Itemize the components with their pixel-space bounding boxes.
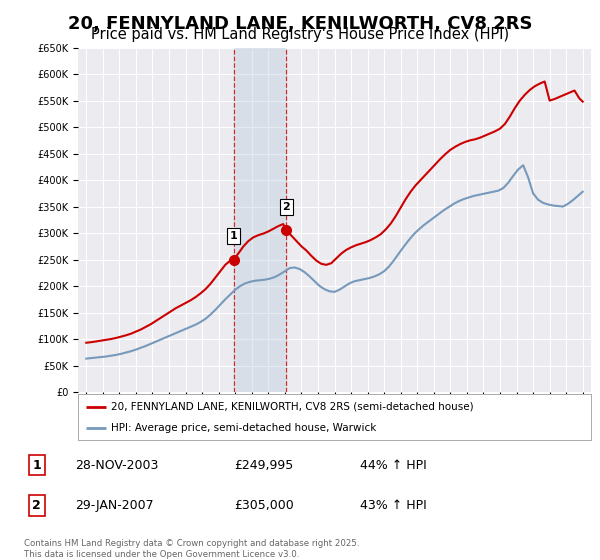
Text: 1: 1	[230, 231, 238, 241]
Text: 44% ↑ HPI: 44% ↑ HPI	[360, 459, 427, 472]
Text: 2: 2	[32, 499, 41, 512]
Text: 28-NOV-2003: 28-NOV-2003	[75, 459, 158, 472]
Text: £249,995: £249,995	[235, 459, 294, 472]
Text: 29-JAN-2007: 29-JAN-2007	[75, 499, 154, 512]
Text: 20, FENNYLAND LANE, KENILWORTH, CV8 2RS (semi-detached house): 20, FENNYLAND LANE, KENILWORTH, CV8 2RS …	[112, 402, 474, 412]
Text: Contains HM Land Registry data © Crown copyright and database right 2025.
This d: Contains HM Land Registry data © Crown c…	[24, 539, 359, 559]
Text: HPI: Average price, semi-detached house, Warwick: HPI: Average price, semi-detached house,…	[112, 423, 377, 433]
Text: 43% ↑ HPI: 43% ↑ HPI	[360, 499, 427, 512]
Bar	[234, 48, 286, 392]
Text: 1: 1	[32, 459, 41, 472]
Text: £305,000: £305,000	[235, 499, 295, 512]
Text: Price paid vs. HM Land Registry's House Price Index (HPI): Price paid vs. HM Land Registry's House …	[91, 27, 509, 42]
Text: 2: 2	[283, 202, 290, 212]
Text: 20, FENNYLAND LANE, KENILWORTH, CV8 2RS: 20, FENNYLAND LANE, KENILWORTH, CV8 2RS	[68, 15, 532, 32]
